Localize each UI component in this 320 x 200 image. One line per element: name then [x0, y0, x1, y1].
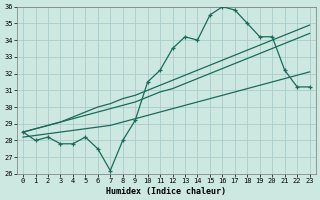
X-axis label: Humidex (Indice chaleur): Humidex (Indice chaleur): [106, 187, 226, 196]
